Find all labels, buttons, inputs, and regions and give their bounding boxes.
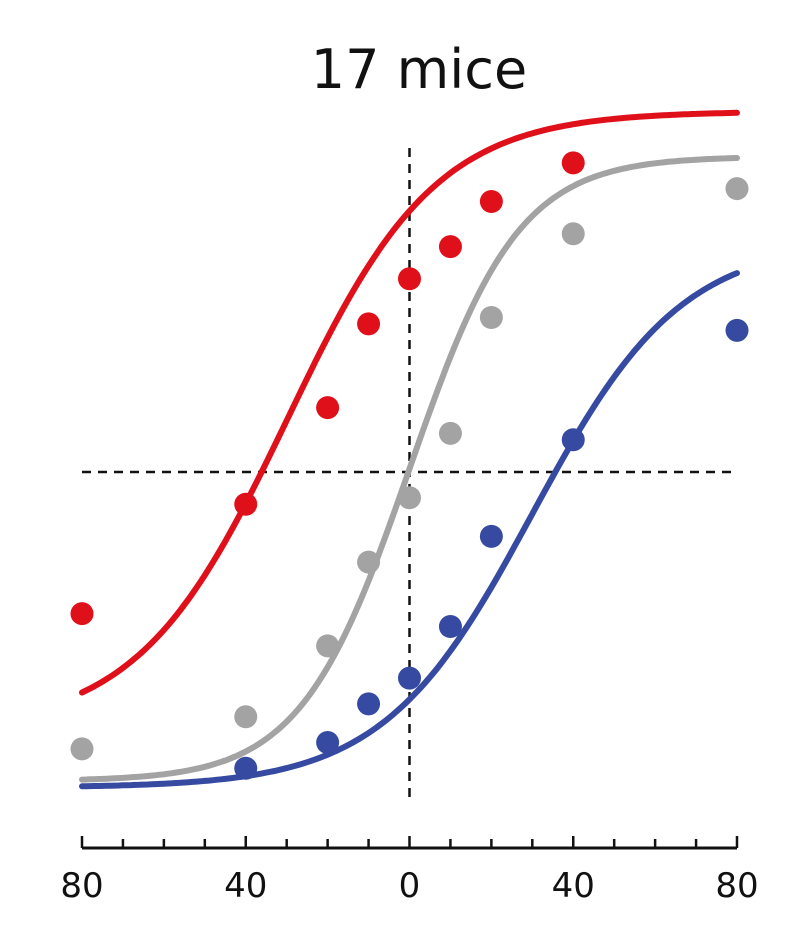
x-tick-label: 0 bbox=[399, 866, 421, 906]
data-point-s3-7 bbox=[561, 428, 585, 452]
data-point-s3-3 bbox=[357, 692, 381, 716]
data-point-s2-6 bbox=[438, 421, 462, 445]
data-point-s2-8 bbox=[561, 222, 585, 246]
x-axis: 80 40 0 40 80 bbox=[60, 836, 759, 906]
data-point-s2-1 bbox=[70, 737, 94, 761]
data-point-s2-7 bbox=[479, 305, 503, 329]
data-point-s1-7 bbox=[479, 190, 503, 214]
data-point-s1-4 bbox=[357, 312, 381, 336]
data-point-s3-2 bbox=[316, 730, 340, 754]
data-point-s2-5 bbox=[398, 486, 421, 510]
data-point-s2-4 bbox=[357, 550, 381, 574]
x-tick-label: 80 bbox=[715, 866, 758, 906]
fit-curve-2 bbox=[79, 155, 740, 783]
x-tick-label: 40 bbox=[224, 866, 267, 906]
data-point-s1-3 bbox=[316, 396, 340, 420]
data-point-s1-5 bbox=[398, 267, 421, 291]
data-point-s1-8 bbox=[561, 151, 585, 175]
data-point-s1-6 bbox=[438, 235, 462, 259]
data-point-s3-8 bbox=[725, 318, 749, 342]
fit-curve-3 bbox=[79, 270, 740, 790]
data-point-s3-5 bbox=[438, 615, 462, 639]
data-point-s3-4 bbox=[398, 666, 421, 690]
x-tick-label: 40 bbox=[552, 866, 595, 906]
fit-curves bbox=[79, 109, 740, 790]
x-tick-label: 80 bbox=[60, 866, 103, 906]
data-point-s2-3 bbox=[316, 634, 340, 658]
chart-title: 17 mice bbox=[311, 38, 527, 101]
data-points bbox=[70, 151, 749, 780]
data-point-s1-1 bbox=[70, 602, 94, 626]
data-point-s1-2 bbox=[234, 492, 258, 516]
data-point-s3-6 bbox=[479, 524, 503, 548]
data-point-s2-2 bbox=[234, 705, 258, 729]
data-point-s3-1 bbox=[234, 756, 258, 780]
fit-curve-1 bbox=[79, 109, 740, 696]
data-point-s2-9 bbox=[725, 177, 749, 201]
